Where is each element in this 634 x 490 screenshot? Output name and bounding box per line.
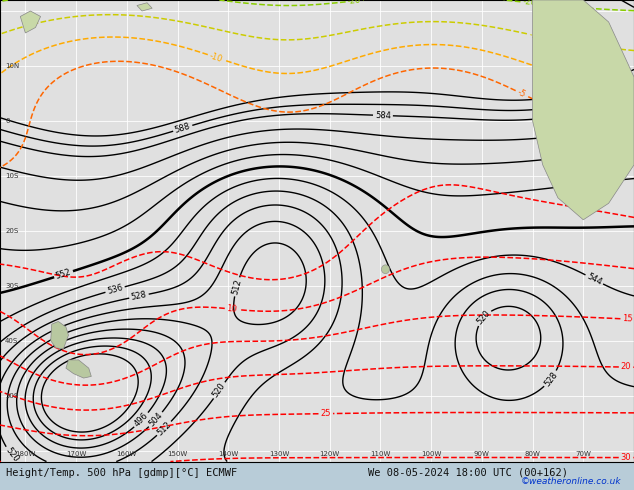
Text: 576: 576 [585, 125, 602, 136]
Text: 100W: 100W [421, 451, 441, 457]
Text: 25: 25 [320, 409, 331, 418]
Polygon shape [66, 360, 91, 378]
Text: 170W: 170W [66, 451, 86, 457]
Text: 70W: 70W [575, 451, 592, 457]
Text: 552: 552 [55, 268, 72, 281]
Text: 120W: 120W [320, 451, 340, 457]
Text: 150W: 150W [167, 451, 188, 457]
Text: -20: -20 [347, 0, 361, 6]
Text: 130W: 130W [269, 451, 289, 457]
Text: 520: 520 [211, 381, 228, 399]
Text: 520: 520 [476, 309, 492, 326]
Text: 30: 30 [621, 453, 631, 462]
Text: 536: 536 [106, 283, 124, 296]
Text: 512: 512 [230, 278, 243, 295]
Text: 180W: 180W [15, 451, 36, 457]
Text: -15: -15 [528, 30, 543, 41]
Text: 512: 512 [155, 420, 173, 437]
Text: 160W: 160W [117, 451, 137, 457]
Text: 10S: 10S [5, 173, 18, 179]
Text: 10N: 10N [5, 63, 19, 69]
Text: 584: 584 [375, 111, 391, 120]
Text: 528: 528 [543, 370, 559, 388]
Text: 504: 504 [147, 411, 164, 428]
Text: 520: 520 [3, 446, 20, 464]
Polygon shape [137, 3, 152, 11]
Text: We 08-05-2024 18:00 UTC (00+162): We 08-05-2024 18:00 UTC (00+162) [368, 468, 567, 478]
Polygon shape [20, 11, 41, 33]
Circle shape [382, 265, 389, 273]
Text: 40S: 40S [5, 338, 18, 343]
Text: 110W: 110W [370, 451, 391, 457]
Text: 90W: 90W [474, 451, 490, 457]
Text: 20: 20 [621, 363, 631, 371]
Text: 496: 496 [133, 411, 150, 429]
Text: 0: 0 [5, 118, 10, 124]
Text: 10: 10 [226, 304, 238, 314]
Text: -10: -10 [209, 51, 224, 64]
Text: Height/Temp. 500 hPa [gdmp][°C] ECMWF: Height/Temp. 500 hPa [gdmp][°C] ECMWF [6, 468, 238, 478]
Text: 50S: 50S [5, 392, 18, 399]
Text: ©weatheronline.co.uk: ©weatheronline.co.uk [521, 477, 621, 486]
Text: 80W: 80W [524, 451, 541, 457]
Text: 15: 15 [622, 315, 633, 324]
Text: -5: -5 [515, 88, 527, 99]
Polygon shape [51, 321, 68, 349]
Text: 30S: 30S [5, 283, 18, 289]
Text: -20: -20 [522, 0, 536, 8]
Text: 140W: 140W [218, 451, 238, 457]
Text: 560: 560 [573, 179, 590, 190]
Polygon shape [533, 0, 634, 220]
Text: 20S: 20S [5, 228, 18, 234]
Text: 568: 568 [581, 148, 598, 159]
Text: 5: 5 [588, 205, 595, 215]
Text: 544: 544 [585, 272, 604, 287]
Text: 588: 588 [174, 122, 191, 135]
Text: 528: 528 [130, 290, 148, 302]
